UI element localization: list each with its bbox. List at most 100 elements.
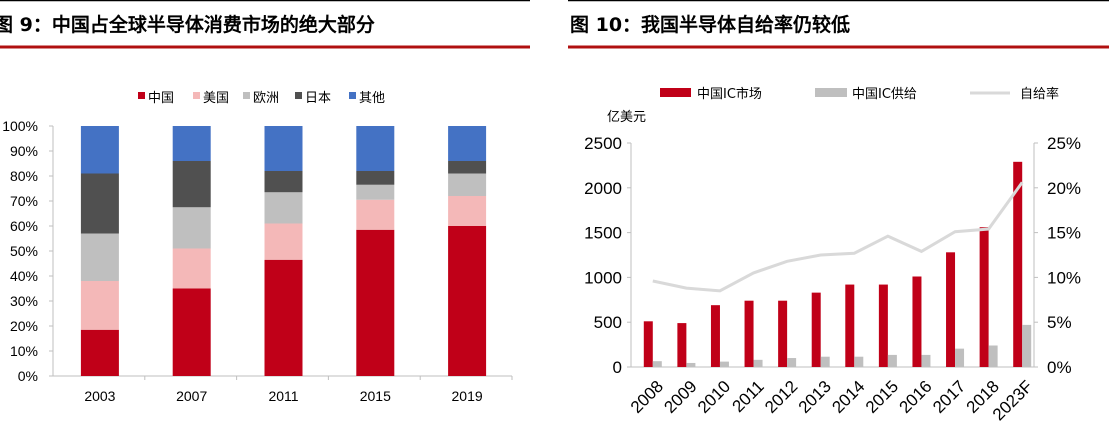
left-y-tick-label: 500 [594,313,622,332]
bar-segment-美国-2007 [172,248,211,289]
supply-bar-2015 [887,354,897,367]
legend-label: 美国 [203,91,229,106]
market-bar-2009 [677,323,687,367]
x-tick-label: 2016 [896,377,936,417]
y-tick-label: 20% [10,318,38,334]
y-tick-label: 0% [18,368,38,384]
x-tick-label: 2008 [627,377,667,417]
x-tick-label: 2011 [728,377,767,416]
supply-bar-2014 [854,356,864,367]
right-y-tick-label: 0% [1047,358,1072,377]
bar-segment-美国-2003 [80,281,119,330]
bar-segment-中国-2007 [172,288,211,376]
left-y-tick-label: 2500 [584,134,622,153]
legend-swatch [295,92,302,99]
market-bar-2010 [710,305,720,367]
y-tick-label: 80% [10,168,38,184]
x-tick-label: 2017 [929,377,969,417]
bar-segment-日本-2015 [356,171,395,185]
bar-segment-美国-2015 [356,199,395,230]
market-bar-2008 [643,321,653,367]
right-chart-title: 图 10：我国半导体自给率仍较低 [570,13,850,36]
market-bar-2016 [912,276,922,367]
bar-segment-中国-2003 [80,329,119,376]
legend-label: 中国 [148,91,174,106]
market-bar-2012 [778,300,788,367]
market-bar-2017 [946,252,956,367]
supply-bar-2010 [719,361,729,367]
legend-label: 其他 [359,91,385,106]
right-bar-line-chart: 亿美元 0 500 1000 1500 2000 2500 0% 5% 10% 15% 20% 25%… [584,86,1081,424]
bar-segment-欧洲-2015 [356,184,395,200]
supply-bar-2008 [652,361,662,367]
y-tick-label: 30% [10,293,38,309]
bar-segment-其他-2019 [448,126,487,161]
supply-bar-2017 [955,348,965,367]
supply-bar-2016 [921,354,931,367]
market-bar-2014 [845,284,855,367]
supply-bar-2011 [753,359,763,367]
legend-swatch [349,92,356,99]
right-y-tick-label: 25% [1047,134,1081,153]
legend-swatch [243,92,250,99]
bar-segment-其他-2011 [264,126,303,171]
right-y-tick-label: 10% [1047,268,1081,287]
left-y-tick-label: 1500 [584,224,622,243]
bar-segment-美国-2011 [264,223,303,260]
right-y-tick-label: 5% [1047,313,1072,332]
market-bar-2011 [744,300,754,367]
legend-label-supply: 中国IC供给 [852,87,917,102]
legend-swatch-market [660,88,691,97]
left-y-tick-label: 0 [613,358,622,377]
supply-bar-2018 [988,345,998,367]
left-y-tick-label: 2000 [584,179,622,198]
legend-label-rate: 自给率 [1020,86,1059,102]
y-tick-label: 40% [10,268,38,284]
market-bar-2018 [979,227,989,367]
bar-segment-其他-2015 [356,126,395,171]
y-tick-label: 60% [10,218,38,234]
x-tick-label: 2019 [452,388,483,404]
supply-bar-2013 [820,356,830,367]
x-tick-label: 2007 [176,388,207,404]
supply-bar-2009 [686,362,696,367]
legend-swatch-supply [815,88,847,97]
bar-segment-美国-2019 [448,196,487,226]
right-y-tick-label: 20% [1047,179,1081,198]
right-y-tick-label: 15% [1047,224,1081,243]
left-chart-title: 图 9：中国占全球半导体消费市场的绝大部分 [0,13,375,36]
y-tick-label: 100% [2,118,38,134]
x-tick-label: 2015 [360,388,391,404]
x-tick-label: 2009 [660,377,700,417]
x-tick-label: 2011 [268,388,298,404]
bar-segment-日本-2011 [264,171,303,193]
x-tick-label: 2003 [84,388,115,404]
bar-segment-中国-2019 [448,226,487,376]
market-bar-2023F [1013,161,1023,367]
y-tick-label: 50% [10,243,38,259]
bar-segment-欧洲-2007 [172,207,211,249]
x-tick-label: 2012 [761,377,801,417]
self-sufficiency-rate-line [652,181,1024,293]
market-bar-2013 [811,292,821,367]
left-stacked-bar-chart: 0% 10% 20% 30% 40% 50% 60% 70% 80% 90% 100% 2003 200… [2,91,513,404]
bar-segment-欧洲-2003 [80,233,119,281]
bar-segment-日本-2019 [448,161,487,174]
legend-swatch [138,92,145,99]
y-tick-label: 10% [10,343,38,359]
y-tick-label: 70% [10,193,38,209]
x-tick-label: 2014 [828,377,868,417]
bar-segment-欧洲-2019 [448,173,487,196]
bar-segment-其他-2003 [80,126,119,174]
x-tick-label: 2015 [862,377,902,417]
legend-swatch [193,92,200,99]
bar-segment-欧洲-2011 [264,192,303,224]
supply-bar-2023F [1022,324,1032,367]
right-y-axis-unit: 亿美元 [607,110,646,125]
x-tick-label: 2010 [694,377,734,417]
bar-segment-其他-2007 [172,126,211,161]
legend-label: 日本 [305,91,331,106]
bar-segment-中国-2015 [356,229,395,376]
legend-label: 欧洲 [253,91,279,106]
